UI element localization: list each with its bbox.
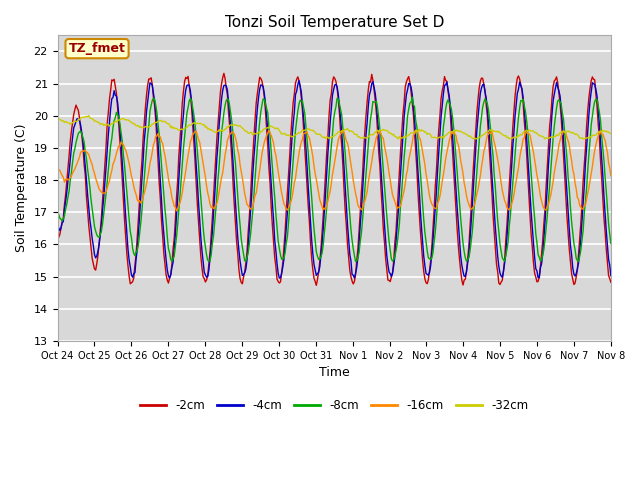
Legend: -2cm, -4cm, -8cm, -16cm, -32cm: -2cm, -4cm, -8cm, -16cm, -32cm [136,394,533,417]
Text: TZ_fmet: TZ_fmet [68,42,125,55]
X-axis label: Time: Time [319,366,349,379]
Y-axis label: Soil Temperature (C): Soil Temperature (C) [15,124,28,252]
Title: Tonzi Soil Temperature Set D: Tonzi Soil Temperature Set D [225,15,444,30]
